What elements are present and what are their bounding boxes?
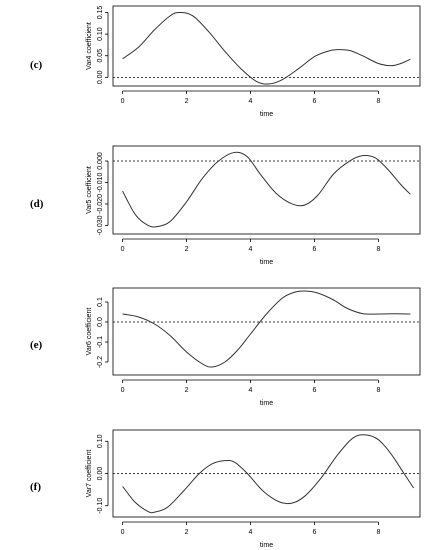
x-axis-title: time bbox=[260, 400, 273, 407]
panel-label: (d) bbox=[30, 198, 44, 210]
x-tick-label: 4 bbox=[249, 98, 253, 105]
x-tick-label: 8 bbox=[376, 387, 380, 394]
y-tick-label: -0.1 bbox=[97, 336, 104, 348]
y-tick-label: 0.15 bbox=[97, 6, 104, 20]
x-tick-label: 2 bbox=[185, 529, 189, 536]
y-tick-label: 0.10 bbox=[97, 434, 104, 448]
plot-frame bbox=[112, 287, 421, 376]
panel-label: (e) bbox=[30, 339, 43, 351]
x-tick-label: 0 bbox=[121, 529, 125, 536]
x-tick-label: 8 bbox=[376, 98, 380, 105]
x-tick-label: 8 bbox=[376, 529, 380, 536]
y-tick-label: 0.00 bbox=[97, 467, 104, 481]
y-tick-label: 0.0 bbox=[97, 317, 104, 327]
x-axis-title: time bbox=[260, 259, 273, 266]
x-axis-title: time bbox=[260, 542, 273, 549]
y-tick-label: 0.000 bbox=[97, 152, 104, 170]
x-tick-label: 6 bbox=[313, 246, 317, 253]
y-tick-label: 0.00 bbox=[97, 70, 104, 84]
y-axis-title: Var7 coefficient bbox=[86, 450, 93, 498]
chart-panel-2: (d) 0 2 4 6 8 -0.030-0.020 -0.010 0.000 time Var5 … bbox=[30, 145, 421, 266]
y-axis-title: Var4 coefficient bbox=[86, 22, 93, 70]
y-tick-label: -0.030 bbox=[97, 215, 104, 235]
x-tick-label: 2 bbox=[185, 387, 189, 394]
plot-frame bbox=[112, 145, 421, 235]
y-tick-label: -0.010 bbox=[97, 172, 104, 192]
x-axis-title: time bbox=[260, 111, 273, 118]
x-tick-label: 4 bbox=[249, 529, 253, 536]
series-line bbox=[122, 434, 415, 514]
x-tick-label: 4 bbox=[249, 387, 253, 394]
chart-panel-3: (e) 0 2 4 6 8 -0.2 -0.1 0.0 0.1 time Var6 coefficie… bbox=[30, 287, 421, 407]
y-tick-label: -0.10 bbox=[97, 498, 104, 514]
panel-label: (c) bbox=[30, 59, 43, 71]
x-tick-label: 4 bbox=[249, 246, 253, 253]
x-tick-label: 0 bbox=[121, 246, 125, 253]
series-line bbox=[122, 290, 411, 368]
y-tick-label: 0.10 bbox=[97, 27, 104, 41]
x-tick-label: 6 bbox=[313, 98, 317, 105]
x-tick-label: 2 bbox=[185, 246, 189, 253]
y-axis-title: Var5 coefficient bbox=[86, 166, 93, 214]
y-tick-label: -0.2 bbox=[97, 356, 104, 368]
panel-label: (f) bbox=[30, 481, 41, 493]
y-tick-label: 0.05 bbox=[97, 49, 104, 63]
x-tick-label: 8 bbox=[376, 246, 380, 253]
y-axis-title: Var6 coefficient bbox=[86, 308, 93, 356]
y-tick-label: 0.1 bbox=[97, 297, 104, 307]
x-tick-label: 0 bbox=[121, 98, 125, 105]
series-line bbox=[122, 151, 411, 228]
x-tick-label: 6 bbox=[313, 387, 317, 394]
y-tick-label: -0.020 bbox=[97, 194, 104, 214]
chart-panel-4: (f) 0 2 4 6 8 -0.10 0.00 0.10 time Var7 coefficien… bbox=[30, 429, 421, 549]
series-line bbox=[122, 11, 411, 85]
x-tick-label: 2 bbox=[185, 98, 189, 105]
x-tick-label: 0 bbox=[121, 387, 125, 394]
x-tick-label: 6 bbox=[313, 529, 317, 536]
plot-frame bbox=[112, 5, 421, 87]
chart-panel-1: (c) 0 2 4 6 8 0.00 0.05 0.10 0.15 time Var4 coeffic… bbox=[30, 5, 421, 118]
